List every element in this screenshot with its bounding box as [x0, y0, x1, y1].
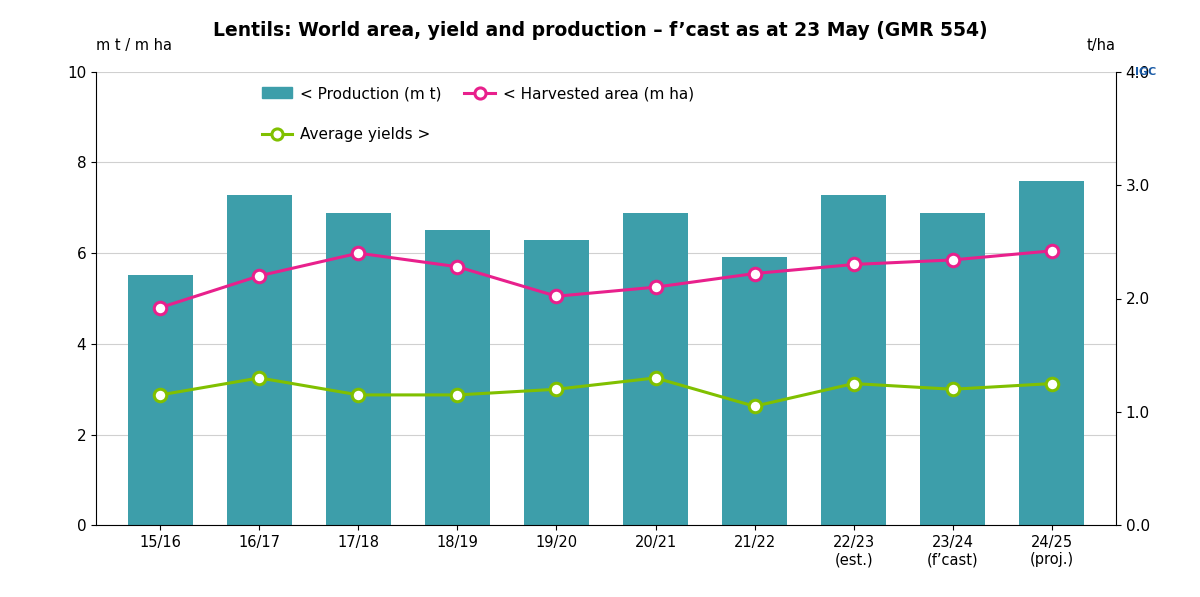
Text: m t / m ha: m t / m ha: [96, 38, 172, 54]
Legend: Average yields >: Average yields >: [262, 127, 430, 142]
Average yields >: [550, 386, 564, 393]
< Harvested area (m ha): [252, 272, 266, 279]
< Harvested area (m ha): [550, 293, 564, 300]
Average yields >: [352, 392, 366, 399]
Bar: [722, 257, 787, 525]
Bar: [920, 213, 985, 525]
Average yields >: [946, 386, 960, 393]
Average yields >: [846, 380, 860, 387]
Bar: [623, 213, 688, 525]
Line: < Harvested area (m ha): < Harvested area (m ha): [154, 245, 1058, 314]
< Harvested area (m ha): [450, 263, 464, 270]
Bar: [524, 241, 589, 525]
Bar: [227, 195, 292, 525]
< Harvested area (m ha): [154, 304, 168, 311]
Bar: [425, 229, 490, 525]
Average yields >: [252, 374, 266, 381]
Average yields >: [450, 392, 464, 399]
Text: Lentils: World area, yield and production – f’cast as at 23 May (GMR 554): Lentils: World area, yield and productio…: [212, 21, 988, 40]
Text: IGC: IGC: [1135, 67, 1157, 76]
Bar: [1020, 180, 1084, 525]
Bar: [821, 195, 886, 525]
Bar: [128, 275, 192, 525]
Average yields >: [154, 392, 168, 399]
Text: t/ha: t/ha: [1087, 38, 1116, 54]
Line: Average yields >: Average yields >: [154, 372, 1058, 413]
< Harvested area (m ha): [748, 270, 762, 277]
< Harvested area (m ha): [1044, 247, 1058, 254]
< Harvested area (m ha): [352, 250, 366, 257]
Average yields >: [648, 374, 662, 381]
< Harvested area (m ha): [648, 284, 662, 291]
Average yields >: [748, 402, 762, 410]
< Harvested area (m ha): [946, 256, 960, 263]
Bar: [326, 213, 391, 525]
Average yields >: [1044, 380, 1058, 387]
< Harvested area (m ha): [846, 261, 860, 268]
